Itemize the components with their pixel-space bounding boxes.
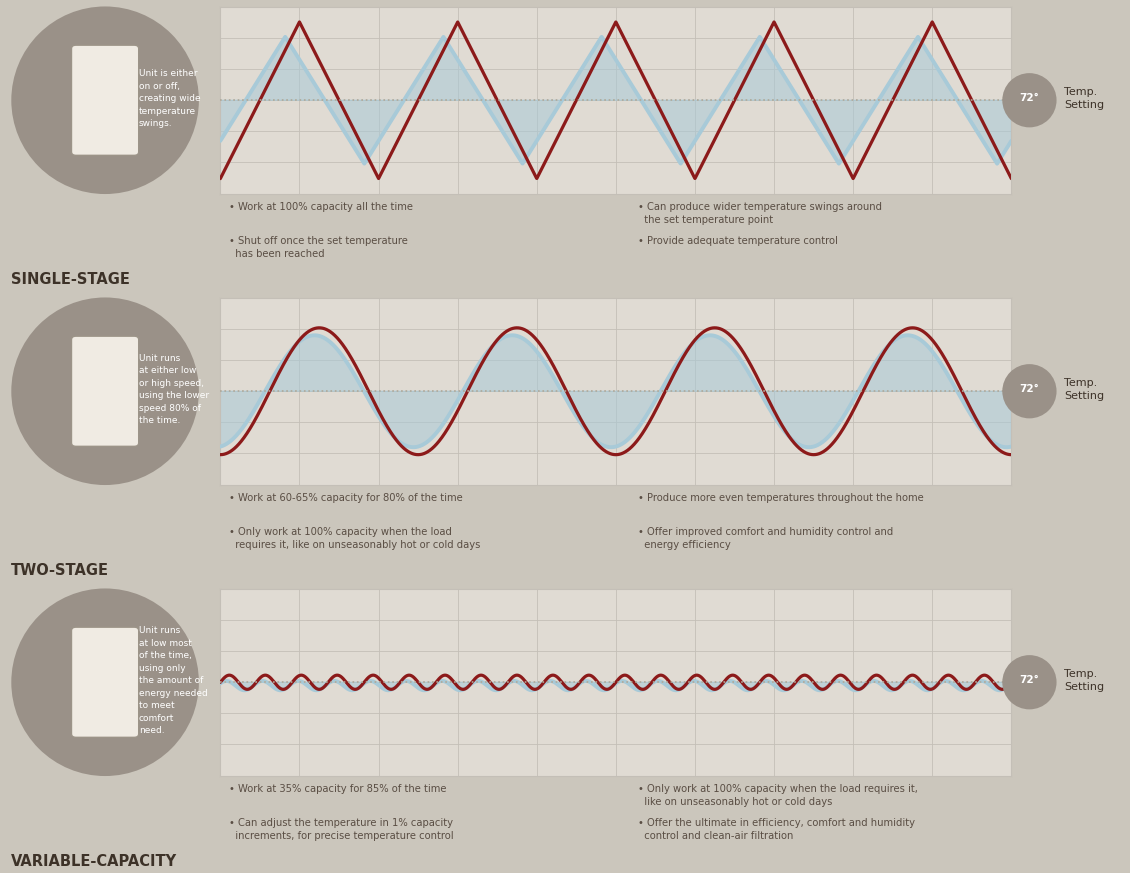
Text: • Work at 60-65% capacity for 80% of the time: • Work at 60-65% capacity for 80% of the… bbox=[229, 493, 463, 503]
Text: • Offer the ultimate in efficiency, comfort and humidity
  control and clean-air: • Offer the ultimate in efficiency, comf… bbox=[638, 818, 915, 841]
Text: VARIABLE-CAPACITY: VARIABLE-CAPACITY bbox=[11, 854, 177, 869]
Text: • Offer improved comfort and humidity control and
  energy efficiency: • Offer improved comfort and humidity co… bbox=[638, 526, 894, 549]
Text: SINGLE-STAGE: SINGLE-STAGE bbox=[11, 272, 130, 286]
Text: • Can adjust the temperature in 1% capacity
  increments, for precise temperatur: • Can adjust the temperature in 1% capac… bbox=[229, 818, 454, 841]
Text: • Only work at 100% capacity when the load
  requires it, like on unseasonably h: • Only work at 100% capacity when the lo… bbox=[229, 526, 480, 549]
Text: • Can produce wider temperature swings around
  the set temperature point: • Can produce wider temperature swings a… bbox=[638, 203, 883, 225]
Text: • Only work at 100% capacity when the load requires it,
  like on unseasonably h: • Only work at 100% capacity when the lo… bbox=[638, 784, 919, 807]
Text: Temp.
Setting: Temp. Setting bbox=[1064, 87, 1105, 110]
Text: TWO-STAGE: TWO-STAGE bbox=[11, 562, 110, 578]
Text: • Work at 35% capacity for 85% of the time: • Work at 35% capacity for 85% of the ti… bbox=[229, 784, 446, 794]
Text: Unit runs
at low most
of the time,
using only
the amount of
energy needed
to mee: Unit runs at low most of the time, using… bbox=[139, 626, 208, 735]
Text: OFF: OFF bbox=[111, 111, 124, 115]
Text: • Shut off once the set temperature
  has been reached: • Shut off once the set temperature has … bbox=[229, 236, 408, 258]
Text: HIGH: HIGH bbox=[112, 354, 127, 359]
Text: 72°: 72° bbox=[1019, 383, 1040, 394]
Text: Temp.
Setting: Temp. Setting bbox=[1064, 378, 1105, 401]
Text: LOW: LOW bbox=[113, 387, 127, 392]
Text: OFF: OFF bbox=[115, 418, 127, 423]
Ellipse shape bbox=[101, 384, 111, 395]
Text: 72°: 72° bbox=[1019, 93, 1040, 103]
Text: • Produce more even temperatures throughout the home: • Produce more even temperatures through… bbox=[638, 493, 924, 503]
Text: 72°: 72° bbox=[1019, 675, 1040, 684]
Circle shape bbox=[66, 643, 145, 722]
Text: • Provide adequate temperature control: • Provide adequate temperature control bbox=[638, 236, 838, 245]
Text: Unit is either
on or off,
creating wide
temperature
swings.: Unit is either on or off, creating wide … bbox=[139, 69, 200, 128]
Circle shape bbox=[49, 626, 162, 739]
Text: Unit runs
at either low
or high speed,
using the lower
speed 80% of
the time.: Unit runs at either low or high speed, u… bbox=[139, 354, 209, 425]
Text: Temp.
Setting: Temp. Setting bbox=[1064, 669, 1105, 692]
Text: • Work at 100% capacity all the time: • Work at 100% capacity all the time bbox=[229, 203, 414, 212]
Text: ON: ON bbox=[113, 83, 124, 88]
Text: LOW: LOW bbox=[130, 660, 142, 665]
FancyBboxPatch shape bbox=[99, 85, 116, 108]
Text: HIGH: HIGH bbox=[67, 660, 81, 665]
